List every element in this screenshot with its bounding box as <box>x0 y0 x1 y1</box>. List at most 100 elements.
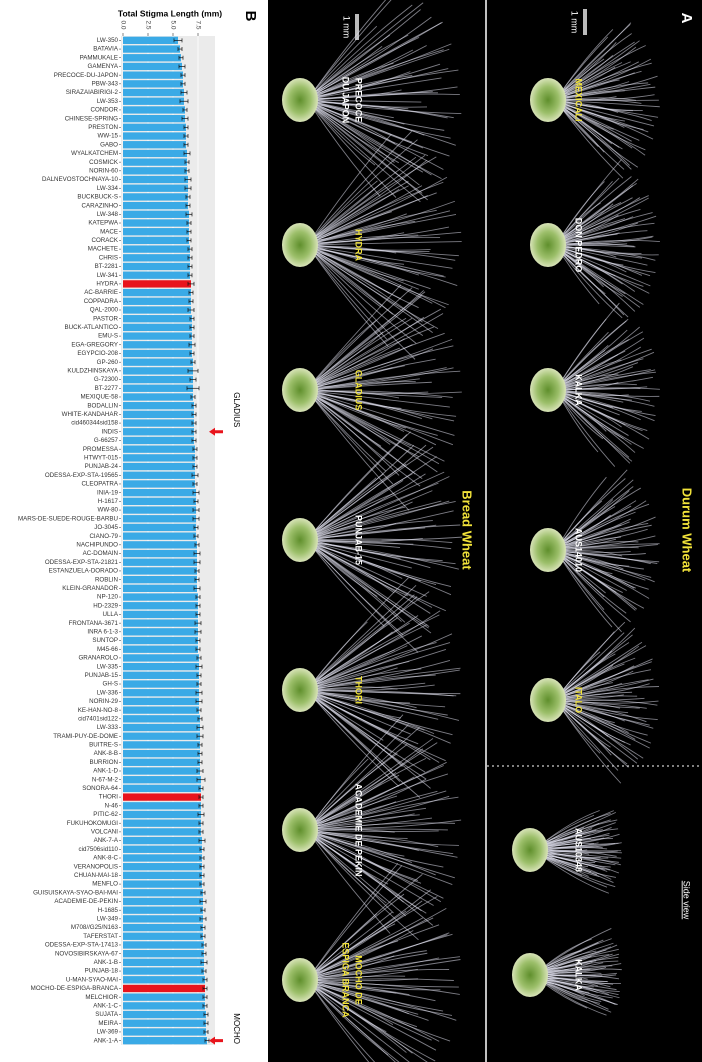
error-bar <box>197 751 203 756</box>
stigma-hair <box>559 350 626 387</box>
stigma-hair <box>559 339 630 387</box>
stigma-hair <box>311 917 424 977</box>
stigma-hair <box>311 982 418 1028</box>
bar <box>123 889 203 897</box>
y-tick-label: CARAZINHO <box>82 202 119 209</box>
error-bar <box>200 908 206 913</box>
stigma-hair <box>311 835 407 917</box>
error-bar <box>198 829 204 834</box>
bar <box>123 628 198 636</box>
error-bar <box>187 264 193 269</box>
bar <box>123 1002 205 1010</box>
y-tick-label: MELCHIOR <box>85 994 118 1001</box>
bar <box>123 97 184 105</box>
stigma-hair <box>559 222 639 243</box>
stigma-hair <box>311 541 412 569</box>
bar <box>123 758 200 766</box>
bar <box>123 445 195 453</box>
bar <box>123 567 197 575</box>
y-tick-label: NACHIPUNDO <box>76 541 118 548</box>
stigma-hair <box>559 24 631 95</box>
stigma-hair <box>559 556 613 628</box>
stigma-hair <box>541 956 619 974</box>
stigma-hair <box>559 90 625 101</box>
stigma-hair <box>559 248 627 273</box>
stigma-hair <box>311 247 458 286</box>
stigma-hair <box>559 371 656 390</box>
photo-label: DON PEDRO <box>574 218 584 273</box>
error-bar <box>180 90 188 95</box>
stigma-hair <box>311 691 439 720</box>
x-tick-label: 2.5 <box>144 20 151 29</box>
y-tick-label: LW-333 <box>97 724 119 731</box>
error-bar <box>197 716 203 721</box>
y-tick-label: PBW-343 <box>92 80 119 87</box>
error-bar <box>184 168 190 173</box>
stigma-hair <box>559 302 620 384</box>
panel-label: B <box>242 11 259 22</box>
stigma-hair <box>311 692 460 721</box>
y-tick-label: G-72300 <box>94 376 119 383</box>
stigma-hair <box>559 486 634 546</box>
stigma-hair <box>559 396 631 464</box>
stigma-hair <box>311 865 403 974</box>
bar <box>123 506 196 514</box>
bar <box>123 767 200 775</box>
bar <box>123 332 192 340</box>
y-tick-label: HD-2329 <box>93 602 118 609</box>
stigma-photo <box>282 714 462 941</box>
stigma-hair <box>311 234 419 246</box>
bar <box>123 593 198 601</box>
bar <box>123 802 201 810</box>
error-bar <box>194 621 202 626</box>
stigma-hair <box>311 952 428 980</box>
bar <box>123 436 194 445</box>
bar <box>123 749 200 758</box>
stigma-hair <box>311 614 440 687</box>
photo-label: AUS10348 <box>574 828 584 872</box>
bar <box>123 384 193 392</box>
stigma-hair <box>559 541 639 551</box>
bar <box>123 1019 206 1027</box>
bar <box>123 932 203 940</box>
stigma-hair <box>311 959 461 979</box>
error-bar <box>200 934 206 939</box>
stigma-hair <box>559 212 653 244</box>
error-bar <box>186 386 200 391</box>
stigma-hair <box>311 69 459 100</box>
stigma-hair <box>311 473 413 536</box>
error-bar <box>192 490 200 495</box>
error-bar <box>203 1012 209 1017</box>
error-bar <box>173 38 183 43</box>
stigma-hair <box>311 241 462 246</box>
stigma-hair <box>559 222 655 245</box>
y-tick-label: THORI <box>99 794 119 801</box>
group-title: Durum Wheat <box>680 488 695 573</box>
bar <box>123 410 194 419</box>
y-tick-label: MOCHO-DE-ESPIGA-BRANCA <box>31 985 119 992</box>
error-bar <box>183 142 189 147</box>
stigma-hair <box>311 332 445 388</box>
bar <box>123 419 194 427</box>
photo-label: PRECOCE <box>354 78 364 123</box>
y-tick-label: LW-349 <box>97 916 119 923</box>
stigma-hair <box>311 388 429 394</box>
error-bar <box>202 986 208 991</box>
stigma-hair <box>559 503 650 548</box>
y-tick-label: AC-DOMAIN <box>83 550 118 557</box>
stigma-hair <box>559 197 633 242</box>
stigma-hair <box>311 981 460 995</box>
stigma-hair <box>311 917 434 977</box>
stigma-hair <box>559 105 624 179</box>
error-bar <box>199 916 207 921</box>
bar <box>123 645 198 653</box>
error-bar <box>193 499 199 504</box>
stigma-hair <box>559 686 660 701</box>
y-tick-label: BUITRE-S <box>89 742 118 749</box>
stigma-hair <box>559 395 630 458</box>
stigma-hair <box>311 0 387 94</box>
y-tick-label: G-66257 <box>94 437 119 444</box>
stigma-hair <box>311 773 449 829</box>
photo-label: THORI <box>354 676 364 704</box>
stigma-hair <box>311 727 420 825</box>
